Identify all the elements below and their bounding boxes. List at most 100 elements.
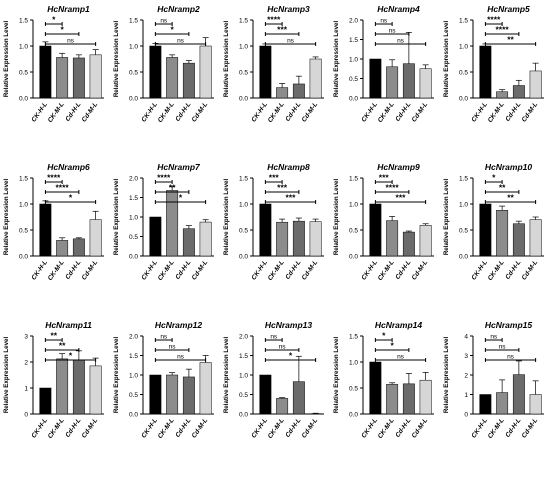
chart-title: HcNramp13 <box>265 320 313 330</box>
bar-ck-m-l <box>276 398 289 415</box>
y-axis-label: Relative Expression Level <box>443 21 450 98</box>
significance-label: ns <box>160 334 168 341</box>
significance-label: ns <box>177 38 185 45</box>
x-tick-label: Cd-M-L <box>81 101 100 123</box>
y-tick-label: 2.0 <box>129 175 138 182</box>
significance-label: **** <box>267 15 281 25</box>
bar-ck-h-l <box>479 45 492 99</box>
y-tick-label: 1 <box>24 385 28 392</box>
chart-title: HcNramp6 <box>47 162 90 172</box>
significance-label: **** <box>47 173 61 183</box>
y-tick-label: 1.5 <box>239 353 248 360</box>
significance-label: * <box>492 173 496 183</box>
bar-ck-m-l <box>276 221 289 257</box>
y-tick-label: 1.0 <box>459 43 468 50</box>
chart-title: HcNramp7 <box>157 162 201 172</box>
significance-label: *** <box>379 173 390 183</box>
y-tick-label: 1.0 <box>129 214 138 221</box>
y-tick-label: 1.5 <box>349 37 358 44</box>
bar-ck-m-l <box>56 57 69 99</box>
bar-ck-h-l <box>479 394 492 415</box>
chart-title: HcNramp1 <box>47 4 90 14</box>
bar-ck-h-l <box>259 203 272 257</box>
y-tick-label: 0.0 <box>459 95 468 102</box>
x-tick-label: CK-M-L <box>47 259 66 282</box>
bar-ck-h-l <box>259 374 272 415</box>
bar-cd-m-l <box>419 225 432 257</box>
significance-label: *** <box>277 25 288 35</box>
chart-svg: HcNramp12 Relative Expression Level 0.0 0.5… <box>113 320 214 440</box>
chart-panel-hcnramp9: HcNramp9 Relative Expression Level 0.0 0.5 1… <box>330 158 440 316</box>
y-tick-label: 1.5 <box>129 195 138 202</box>
y-axis-label: Relative Expression Level <box>3 179 10 256</box>
significance-label: ns <box>160 18 168 25</box>
y-tick-label: 1.5 <box>459 17 468 24</box>
significance-label: **** <box>386 183 400 193</box>
bar-ck-h-l <box>39 45 52 99</box>
y-tick-label: 2.0 <box>349 17 358 24</box>
y-axis-label: Relative Expression Level <box>3 21 10 98</box>
significance-label: ns <box>287 38 295 45</box>
chart-panel-hcnramp11: HcNramp11 Relative Expression Level 0 1 2 3 CK… <box>0 316 110 474</box>
chart-svg: HcNramp7 Relative Expression Level 0.0 0.5 1… <box>113 162 214 282</box>
y-tick-label: 2.0 <box>129 333 138 340</box>
y-axis-label: Relative Expression Level <box>223 179 230 256</box>
chart-title: HcNramp4 <box>377 4 420 14</box>
x-tick-label: Cd-M-L <box>521 417 540 439</box>
significance-label: ** <box>507 35 514 45</box>
significance-label: ns <box>177 354 185 361</box>
significance-label: * <box>382 331 386 341</box>
y-tick-label: 1.5 <box>239 175 248 182</box>
significance-label: ns <box>169 344 177 351</box>
y-axis-label: Relative Expression Level <box>3 337 10 414</box>
x-tick-label: CK-M-L <box>157 259 176 282</box>
significance-label: * <box>60 25 64 35</box>
significance-label: ns <box>397 354 405 361</box>
bar-cd-m-l <box>529 70 542 99</box>
y-axis-label: Relative Expression Level <box>113 179 120 256</box>
y-tick-label: 1.0 <box>349 56 358 63</box>
chart-panel-hcnramp15: HcNramp15 Relative Expression Level 0 1 2 3 4 C… <box>440 316 550 474</box>
x-tick-label: CK-M-L <box>487 101 506 124</box>
chart-panel-hcnramp2: HcNramp2 Relative Expression Level 0.0 0.5 1… <box>110 0 220 158</box>
chart-panel-hcnramp8: HcNramp8 Relative Expression Level 0.0 0.5 1… <box>220 158 330 316</box>
chart-svg: HcNramp4 Relative Expression Level 0.0 0.5 1… <box>333 4 434 124</box>
y-tick-label: 1.0 <box>349 201 358 208</box>
x-tick-label: CK-M-L <box>47 417 66 440</box>
y-tick-label: 0.0 <box>129 95 138 102</box>
y-tick-label: 0.5 <box>19 69 28 76</box>
y-tick-label: 1.0 <box>239 43 248 50</box>
x-tick-label: Cd-M-L <box>521 101 540 123</box>
significance-label: ns <box>279 344 287 351</box>
y-tick-label: 0.0 <box>129 253 138 260</box>
y-tick-label: 2 <box>24 359 28 366</box>
significance-label: ** <box>499 183 506 193</box>
y-axis-label: Relative Expression Level <box>223 337 230 414</box>
x-tick-label: Cd-M-L <box>191 101 210 123</box>
y-tick-label: 1.0 <box>239 201 248 208</box>
significance-label: ** <box>507 193 514 203</box>
significance-label: ns <box>389 28 397 35</box>
bar-cd-m-l <box>199 45 212 99</box>
chart-panel-hcnramp13: HcNramp13 Relative Expression Level 0.0 0.5… <box>220 316 330 474</box>
bar-cd-m-l <box>529 219 542 257</box>
chart-title: HcNramp15 <box>485 320 533 330</box>
chart-svg: HcNramp13 Relative Expression Level 0.0 0.5… <box>223 320 324 440</box>
y-tick-label: 1.0 <box>19 43 28 50</box>
y-tick-label: 2 <box>464 372 468 379</box>
significance-label: ns <box>490 334 498 341</box>
chart-panel-hcnramp7: HcNramp7 Relative Expression Level 0.0 0.5 1… <box>110 158 220 316</box>
bar-cd-m-l <box>199 221 212 257</box>
y-axis-label: Relative Expression Level <box>333 21 340 98</box>
chart-svg: HcNramp2 Relative Expression Level 0.0 0.5 1… <box>113 4 214 124</box>
x-tick-label: CK-M-L <box>487 259 506 282</box>
y-axis-label: Relative Expression Level <box>333 337 340 414</box>
bar-cd-m-l <box>309 58 322 99</box>
y-tick-label: 1.5 <box>349 333 358 340</box>
significance-label: *** <box>277 183 288 193</box>
bar-ck-h-l <box>479 203 492 257</box>
significance-label: **** <box>157 173 171 183</box>
bar-cd-h-l <box>402 383 415 415</box>
chart-title: HcNramp12 <box>155 320 203 330</box>
bar-ck-h-l <box>39 387 52 415</box>
